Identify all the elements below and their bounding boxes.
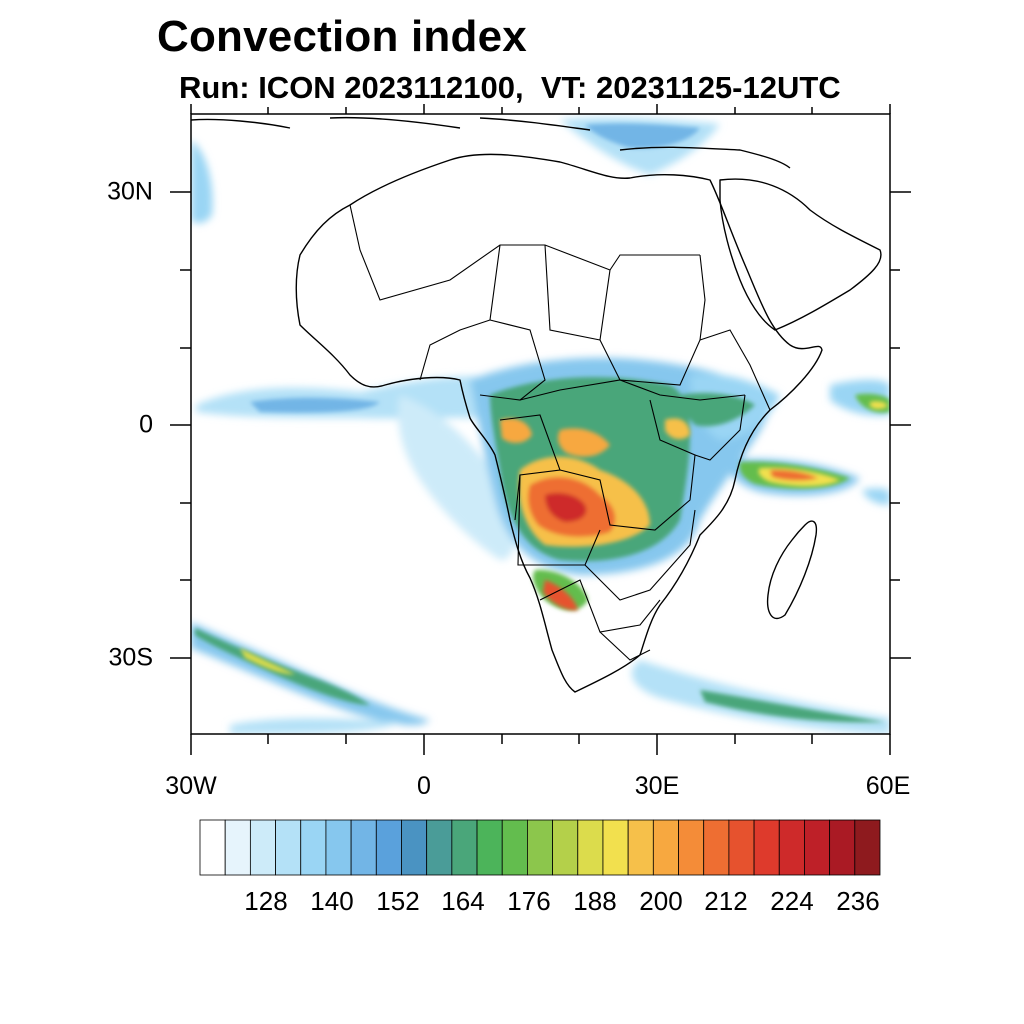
- colorbar-box: [199, 819, 226, 876]
- country-borders: [349, 204, 771, 661]
- convection-field: [191, 117, 890, 734]
- colorbar-label: 140: [310, 886, 354, 916]
- lat-label-30n: 30N: [107, 177, 153, 206]
- colorbar-box: [375, 819, 402, 876]
- lon-label-30w: 30W: [165, 772, 217, 800]
- colorbar-label: 188: [573, 886, 617, 916]
- colorbar-box: [401, 819, 428, 876]
- colorbar-box: [627, 819, 654, 876]
- lon-label-60e: 60E: [865, 772, 911, 800]
- lat-label-30s: 30S: [108, 643, 153, 672]
- colorbar-box: [325, 819, 352, 876]
- colorbar-label: 236: [836, 886, 880, 916]
- colorbar-box: [224, 819, 251, 876]
- colorbar-label: 164: [441, 886, 485, 916]
- colorbar-label: 152: [376, 886, 420, 916]
- colorbar-label: 128: [244, 886, 288, 916]
- colorbar-box: [577, 819, 604, 876]
- colorbar-box: [527, 819, 553, 876]
- colorbar-label: 176: [507, 886, 551, 916]
- colorbar-box: [854, 819, 881, 876]
- colorbar-box: [350, 819, 377, 876]
- colorbar-box: [451, 819, 478, 876]
- colorbar-box: [476, 819, 503, 876]
- colorbar-box: [753, 819, 780, 876]
- colorbar-box: [602, 819, 629, 876]
- colorbar: [199, 819, 881, 876]
- coastlines: [191, 116, 882, 693]
- lat-label-0: 0: [139, 410, 153, 439]
- colorbar-box: [249, 819, 276, 876]
- axis-ticks: [170, 104, 911, 755]
- colorbar-box: [275, 819, 302, 876]
- colorbar-box: [501, 819, 528, 876]
- colorbar-label: 200: [639, 886, 683, 916]
- colorbar-box: [652, 819, 679, 876]
- colorbar-box: [300, 819, 327, 876]
- colorbar-label: 224: [770, 886, 814, 916]
- colorbar-box: [703, 819, 730, 876]
- field-high-layer: [240, 401, 888, 675]
- lon-label-0: 0: [417, 772, 431, 800]
- colorbar-label: 212: [704, 886, 748, 916]
- map-subtitle: Run: ICON 2023112100, VT: 20231125-12UTC: [179, 70, 841, 105]
- colorbar-box: [426, 819, 453, 876]
- colorbar-box: [829, 819, 856, 876]
- colorbar-box: [728, 819, 755, 876]
- colorbar-box: [804, 819, 831, 876]
- colorbar-box: [778, 819, 805, 876]
- plot-frame: [190, 113, 891, 735]
- map-title: Convection index: [157, 12, 527, 61]
- lon-label-30e: 30E: [634, 772, 680, 800]
- colorbar-box: [552, 819, 579, 876]
- colorbar-box: [678, 819, 705, 876]
